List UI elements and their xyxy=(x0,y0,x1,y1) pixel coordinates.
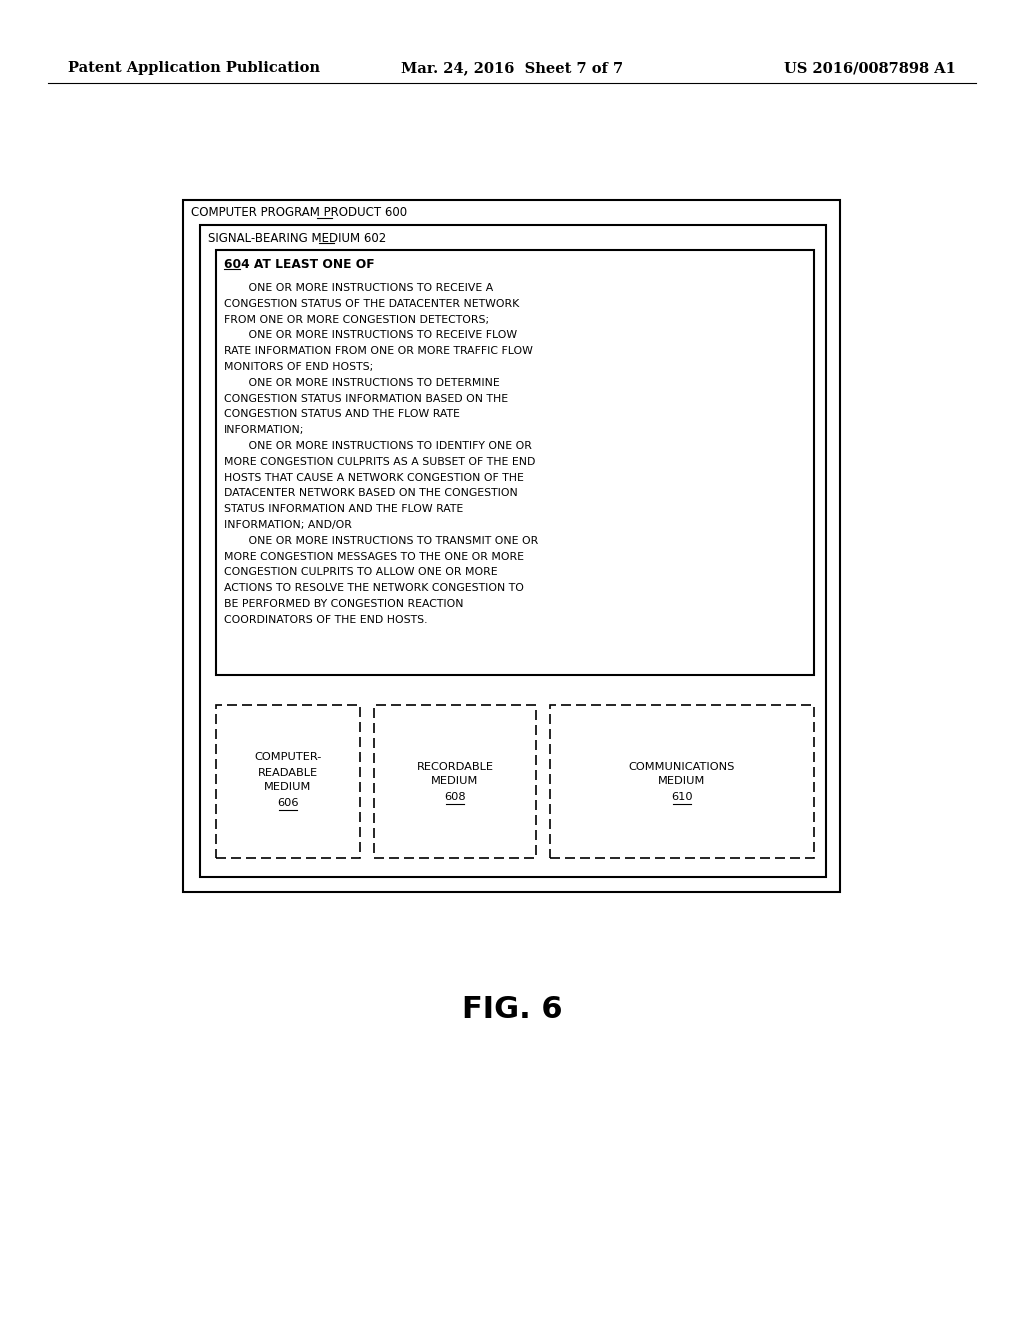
Text: STATUS INFORMATION AND THE FLOW RATE: STATUS INFORMATION AND THE FLOW RATE xyxy=(224,504,463,515)
Text: US 2016/0087898 A1: US 2016/0087898 A1 xyxy=(784,61,956,75)
Bar xyxy=(183,201,840,892)
Text: COMPUTER PROGRAM PRODUCT 600: COMPUTER PROGRAM PRODUCT 600 xyxy=(191,206,408,219)
Text: MORE CONGESTION CULPRITS AS A SUBSET OF THE END: MORE CONGESTION CULPRITS AS A SUBSET OF … xyxy=(224,457,536,467)
Text: ONE OR MORE INSTRUCTIONS TO DETERMINE: ONE OR MORE INSTRUCTIONS TO DETERMINE xyxy=(224,378,500,388)
Text: ONE OR MORE INSTRUCTIONS TO TRANSMIT ONE OR: ONE OR MORE INSTRUCTIONS TO TRANSMIT ONE… xyxy=(224,536,539,545)
Text: 608: 608 xyxy=(444,792,466,801)
Text: FIG. 6: FIG. 6 xyxy=(462,995,562,1024)
Bar xyxy=(200,224,826,876)
Text: INFORMATION; AND/OR: INFORMATION; AND/OR xyxy=(224,520,352,531)
Text: RATE INFORMATION FROM ONE OR MORE TRAFFIC FLOW: RATE INFORMATION FROM ONE OR MORE TRAFFI… xyxy=(224,346,532,356)
Bar xyxy=(216,705,360,858)
Text: MORE CONGESTION MESSAGES TO THE ONE OR MORE: MORE CONGESTION MESSAGES TO THE ONE OR M… xyxy=(224,552,524,561)
Text: ACTIONS TO RESOLVE THE NETWORK CONGESTION TO: ACTIONS TO RESOLVE THE NETWORK CONGESTIO… xyxy=(224,583,524,593)
Text: ONE OR MORE INSTRUCTIONS TO IDENTIFY ONE OR: ONE OR MORE INSTRUCTIONS TO IDENTIFY ONE… xyxy=(224,441,531,451)
Text: INFORMATION;: INFORMATION; xyxy=(224,425,304,436)
Text: COMMUNICATIONS: COMMUNICATIONS xyxy=(629,762,735,771)
Text: MONITORS OF END HOSTS;: MONITORS OF END HOSTS; xyxy=(224,362,374,372)
Text: 610: 610 xyxy=(671,792,693,801)
Text: MEDIUM: MEDIUM xyxy=(264,783,311,792)
Text: ONE OR MORE INSTRUCTIONS TO RECEIVE FLOW: ONE OR MORE INSTRUCTIONS TO RECEIVE FLOW xyxy=(224,330,517,341)
Text: 606: 606 xyxy=(278,797,299,808)
Bar xyxy=(216,249,814,675)
Text: 604 AT LEAST ONE OF: 604 AT LEAST ONE OF xyxy=(224,257,375,271)
Bar xyxy=(550,705,814,858)
Text: CONGESTION CULPRITS TO ALLOW ONE OR MORE: CONGESTION CULPRITS TO ALLOW ONE OR MORE xyxy=(224,568,498,577)
Text: CONGESTION STATUS INFORMATION BASED ON THE: CONGESTION STATUS INFORMATION BASED ON T… xyxy=(224,393,508,404)
Text: CONGESTION STATUS OF THE DATACENTER NETWORK: CONGESTION STATUS OF THE DATACENTER NETW… xyxy=(224,298,519,309)
Text: DATACENTER NETWORK BASED ON THE CONGESTION: DATACENTER NETWORK BASED ON THE CONGESTI… xyxy=(224,488,518,499)
Text: COMPUTER-: COMPUTER- xyxy=(254,752,322,763)
Text: MEDIUM: MEDIUM xyxy=(658,776,706,787)
Text: FROM ONE OR MORE CONGESTION DETECTORS;: FROM ONE OR MORE CONGESTION DETECTORS; xyxy=(224,314,489,325)
Text: CONGESTION STATUS AND THE FLOW RATE: CONGESTION STATUS AND THE FLOW RATE xyxy=(224,409,460,420)
Text: BE PERFORMED BY CONGESTION REACTION: BE PERFORMED BY CONGESTION REACTION xyxy=(224,599,464,609)
Bar xyxy=(374,705,536,858)
Text: ONE OR MORE INSTRUCTIONS TO RECEIVE A: ONE OR MORE INSTRUCTIONS TO RECEIVE A xyxy=(224,282,494,293)
Text: HOSTS THAT CAUSE A NETWORK CONGESTION OF THE: HOSTS THAT CAUSE A NETWORK CONGESTION OF… xyxy=(224,473,524,483)
Text: Patent Application Publication: Patent Application Publication xyxy=(68,61,319,75)
Text: SIGNAL-BEARING MEDIUM 602: SIGNAL-BEARING MEDIUM 602 xyxy=(208,231,386,244)
Text: MEDIUM: MEDIUM xyxy=(431,776,478,787)
Text: COORDINATORS OF THE END HOSTS.: COORDINATORS OF THE END HOSTS. xyxy=(224,615,427,624)
Text: READABLE: READABLE xyxy=(258,767,318,777)
Text: RECORDABLE: RECORDABLE xyxy=(417,762,494,771)
Text: Mar. 24, 2016  Sheet 7 of 7: Mar. 24, 2016 Sheet 7 of 7 xyxy=(401,61,623,75)
